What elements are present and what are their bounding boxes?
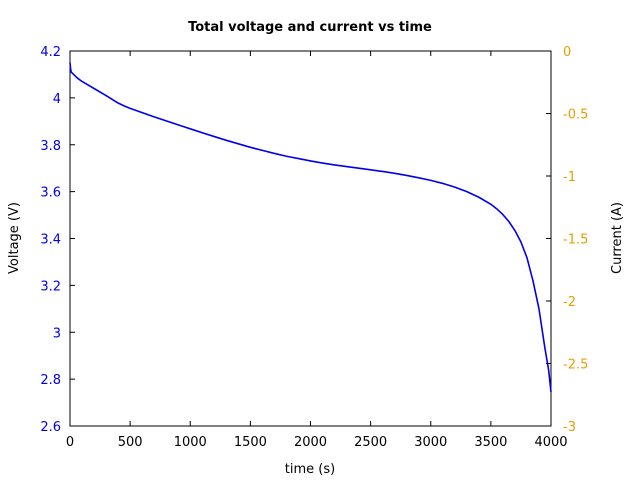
x-tick-label: 3000 (414, 435, 447, 450)
y-tick-label: 2.8 (40, 373, 61, 388)
y-tick-label: 2.6 (40, 420, 61, 435)
y2-tick-label: -1 (563, 170, 576, 185)
x-tick-label: 2000 (294, 435, 327, 450)
x-tick-label: 4000 (534, 435, 567, 450)
x-axis: 0 500 1000 1500 2000 2500 3000 3500 4000 (66, 51, 568, 450)
y-tick-label: 3 (53, 326, 61, 341)
y-tick-label: 4 (53, 92, 61, 107)
series-layer (69, 62, 552, 393)
y2-tick-label: 0 (563, 45, 571, 60)
x-tick-label: 0 (66, 435, 74, 450)
x-tick-label: 1500 (234, 435, 267, 450)
x-axis-label: time (s) (285, 462, 335, 477)
y-axis-left: 2.6 2.8 3 3.2 3.4 3.6 3.8 4 4.2 (40, 45, 75, 435)
y-tick-label: 3.6 (40, 186, 61, 201)
x-tick-label: 1000 (174, 435, 207, 450)
y-tick-label: 3.8 (40, 139, 61, 154)
x-tick-label: 2500 (354, 435, 387, 450)
plot-frame (69, 50, 552, 427)
x-tick-label: 3500 (474, 435, 507, 450)
chart-title: Total voltage and current vs time (188, 20, 432, 35)
x-tick-label: 500 (118, 435, 143, 450)
y-axis-label: Voltage (V) (7, 202, 22, 274)
y2-tick-label: -1.5 (563, 233, 588, 248)
y-tick-label: 3.4 (40, 233, 61, 248)
y-tick-label: 3.2 (40, 279, 61, 294)
y-axis-right: -3 -2.5 -2 -1.5 -1 -0.5 0 (546, 45, 588, 435)
y2-axis-label: Current (A) (610, 202, 625, 274)
y2-tick-label: -0.5 (563, 108, 588, 123)
y2-tick-label: -2.5 (563, 358, 588, 373)
voltage-series-line (69, 62, 552, 393)
y2-tick-label: -3 (563, 420, 576, 435)
y2-tick-label: -2 (563, 295, 576, 310)
y-tick-label: 4.2 (40, 45, 61, 60)
